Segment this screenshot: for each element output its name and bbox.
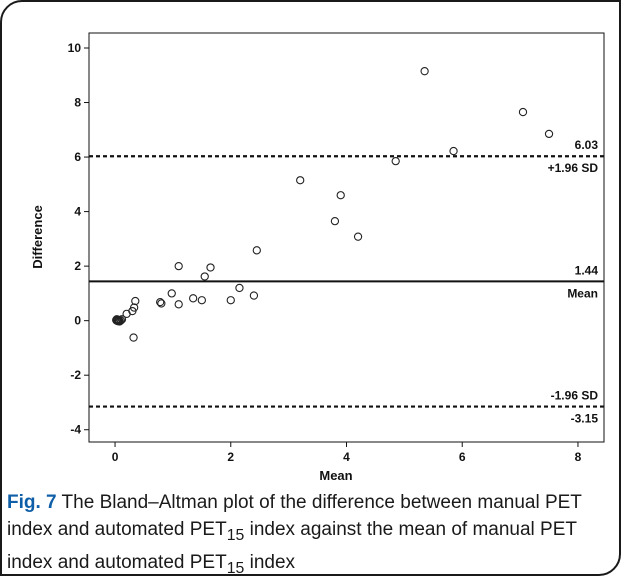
data-point <box>131 296 140 306</box>
x-tick-label: 4 <box>343 450 350 464</box>
data-point <box>197 296 206 305</box>
y-tick-label: 6 <box>74 150 81 164</box>
data-point <box>296 176 305 185</box>
figure-caption: Fig. 7 The Bland–Altman plot of the diff… <box>7 489 613 582</box>
caption-text-3: index <box>244 551 296 573</box>
data-point <box>226 296 235 305</box>
bland-altman-chart: -4 -2 0 2 4 6 8 10 0 2 4 6 8 6.03 +1.96 SD 1.44 Mean -1… <box>30 32 605 483</box>
data-point <box>391 157 400 166</box>
reference-label-mean-above: 1.44 <box>575 263 599 277</box>
y-axis-title: Difference <box>30 205 45 269</box>
data-point <box>115 317 124 326</box>
caption-text-2: index against the mean of manual PET ind… <box>7 519 577 573</box>
data-point <box>544 129 554 139</box>
x-tick-label: 6 <box>459 450 466 464</box>
data-point <box>336 191 345 200</box>
x-tick-label: 8 <box>575 450 582 464</box>
y-tick-label: -2 <box>70 368 81 382</box>
caption-subscript-1: 15 <box>226 526 245 544</box>
reference-label-lower-below: -3.15 <box>571 412 599 426</box>
reference-label-lower-above: -1.96 SD <box>551 389 599 403</box>
data-point <box>249 291 259 300</box>
data-point <box>206 263 215 272</box>
data-point <box>420 67 429 76</box>
data-point <box>129 333 138 342</box>
y-tick-label: 2 <box>74 259 81 273</box>
caption-subscript-2: 15 <box>226 559 245 577</box>
data-point <box>116 316 125 325</box>
x-tick-label: 2 <box>227 450 234 464</box>
reference-label-mean-below: Mean <box>567 286 598 300</box>
plot-area <box>88 32 605 443</box>
caption-text-1: The Bland–Altman plot of the difference … <box>7 492 582 540</box>
y-axis-ticks: -4 -2 0 2 4 6 8 10 <box>68 41 89 437</box>
data-point <box>156 297 165 307</box>
reference-label-upper-above: 6.03 <box>575 138 599 152</box>
data-point <box>157 299 166 308</box>
y-tick-label: -4 <box>70 423 81 437</box>
caption-label: Fig. 7 <box>7 492 57 513</box>
x-axis-ticks: 0 2 4 6 8 <box>112 442 582 464</box>
y-tick-label: 0 <box>74 314 81 328</box>
data-point <box>117 315 127 324</box>
data-point <box>252 246 261 255</box>
reference-label-upper-below: +1.96 SD <box>548 161 599 175</box>
data-point <box>200 272 209 281</box>
reference-lines: 6.03 +1.96 SD 1.44 Mean -1.96 SD -3.15 <box>89 138 604 426</box>
data-point <box>189 294 198 303</box>
y-tick-label: 8 <box>74 96 81 110</box>
x-axis-title: Mean <box>319 468 352 483</box>
data-point <box>174 261 183 271</box>
data-points <box>112 67 554 342</box>
y-tick-label: 10 <box>68 41 82 55</box>
data-point <box>330 216 340 226</box>
data-point <box>167 289 176 298</box>
data-point <box>449 146 458 156</box>
y-tick-label: 4 <box>74 205 81 219</box>
data-point <box>235 283 244 293</box>
data-point <box>518 107 528 117</box>
x-tick-label: 0 <box>112 450 119 464</box>
data-point <box>353 232 363 241</box>
data-point <box>174 300 183 309</box>
